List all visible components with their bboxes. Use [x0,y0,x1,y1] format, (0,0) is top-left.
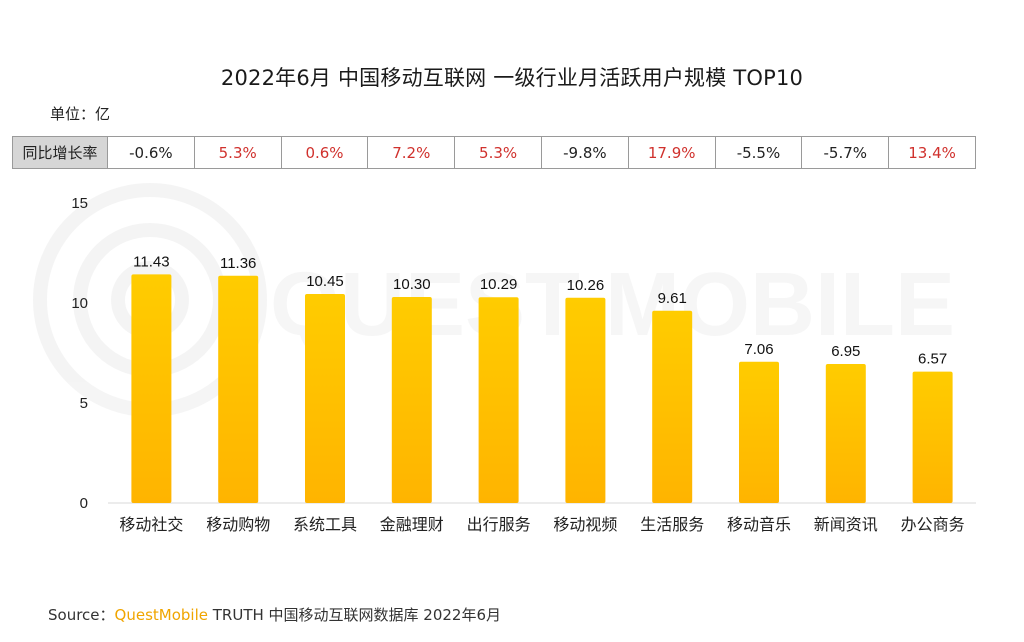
growth-rate-table: 同比增长率 -0.6% 5.3% 0.6% 7.2% 5.3% -9.8% 17.9% -5.… [12,136,976,169]
growth-rate-header: 同比增长率 [13,137,108,168]
source-prefix: Source： [48,606,115,624]
x-category-label: 移动社交 [119,515,183,534]
growth-rate-cell: -0.6% [108,137,195,168]
growth-rate-cell: 5.3% [195,137,282,168]
bar-value-label: 6.57 [918,351,947,368]
growth-rate-cells: -0.6% 5.3% 0.6% 7.2% 5.3% -9.8% 17.9% -5.5% -5.7… [108,137,975,168]
source-rest: TRUTH 中国移动互联网数据库 2022年6月 [207,606,502,624]
bar-value-label: 9.61 [658,290,687,307]
bar [305,294,345,503]
x-category-label: 移动音乐 [727,515,791,534]
bar-value-label: 10.26 [567,277,605,294]
bar-value-label: 10.45 [306,273,344,290]
bar-value-label: 10.30 [393,276,431,293]
bar [912,371,953,503]
source-brand: QuestMobile [114,606,208,624]
growth-rate-cell: 17.9% [629,137,716,168]
y-tick-label: 5 [80,395,88,412]
x-category-label: 移动视频 [553,515,617,534]
bar [565,297,606,503]
growth-rate-cell: 5.3% [455,137,542,168]
y-tick-label: 0 [80,495,88,512]
x-category-label: 生活服务 [640,515,704,534]
x-category-label: 系统工具 [293,515,357,534]
growth-rate-cell: -9.8% [542,137,629,168]
y-tick-label: 10 [71,295,88,312]
chart-title: 2022年6月 中国移动互联网 一级行业月活跃用户规模 TOP10 [220,66,804,90]
bar [739,361,779,503]
x-category-label: 办公商务 [901,515,965,534]
x-category-label: 新闻资讯 [814,515,878,534]
bar [131,274,172,503]
y-tick-label: 15 [71,195,88,212]
growth-rate-cell: 13.4% [908,143,956,162]
bar [391,297,432,503]
x-category-label: 出行服务 [467,515,531,534]
bar [652,310,693,503]
x-category-label: 金融理财 [380,515,444,534]
bar [218,275,259,503]
bar-value-label: 7.06 [744,341,773,358]
bar-value-label: 11.43 [133,253,169,270]
growth-rate-cell: 0.6% [282,137,369,168]
bar [825,364,866,503]
x-category-label: 移动购物 [206,515,270,534]
growth-rate-cell: -5.5% [716,137,803,168]
bar-value-label: 11.36 [220,255,256,272]
growth-rate-cell: 7.2% [368,137,456,168]
bar-value-label: 6.95 [831,343,860,360]
unit-label: 单位：亿 [50,105,111,123]
bar-value-label: 10.29 [480,276,518,293]
bar [478,297,519,503]
growth-rate-cell: -5.7% [802,137,890,168]
source-note: Source：QuestMobile TRUTH 中国移动互联网数据库 2022… [48,604,501,625]
